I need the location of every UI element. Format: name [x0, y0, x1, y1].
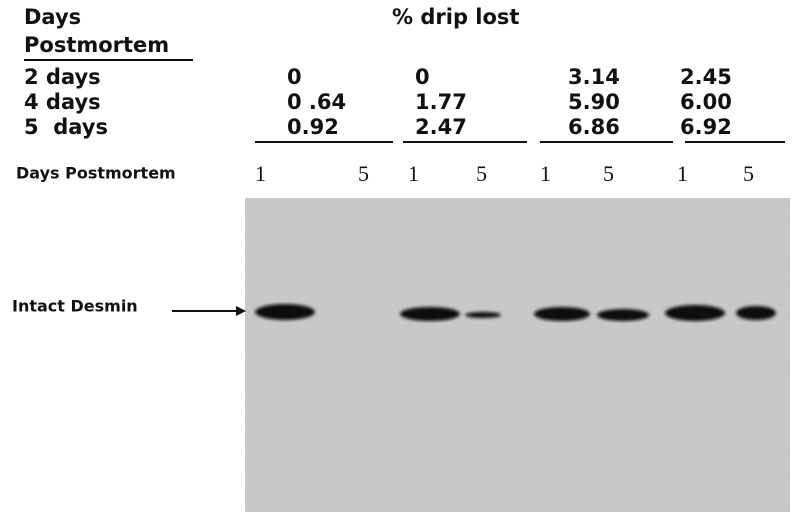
- row-label: 2 days: [24, 65, 101, 89]
- cell: 6.00: [680, 90, 732, 114]
- arrow-head: [236, 306, 246, 316]
- header-drip: % drip lost: [392, 5, 519, 29]
- cell: 5.90: [568, 90, 620, 114]
- lane-label: 1: [677, 161, 688, 186]
- blot-texture: [245, 198, 790, 512]
- cell: 0: [287, 65, 302, 89]
- lane-label: 5: [358, 161, 369, 186]
- table-rows: 2 days 0 0 3.14 2.45 4 days 0 .64 1.77 5.90 6.00 5…: [24, 65, 732, 139]
- cell: 3.14: [568, 65, 620, 89]
- lane-label: 1: [540, 161, 551, 186]
- lane-label: 5: [476, 161, 487, 186]
- row-label: 4 days: [24, 90, 101, 114]
- cell: 6.92: [680, 115, 732, 139]
- figure: Days Postmortem % drip lost 2 days 0 0 3.14…: [0, 0, 803, 512]
- band-label: Intact Desmin: [12, 297, 138, 316]
- cell: 6.86: [568, 115, 620, 139]
- lane-label: 1: [408, 161, 419, 186]
- header-days: Days: [24, 5, 81, 29]
- lane-labels: 1 5 1 5 1 5 1 5: [255, 161, 754, 186]
- lanes-label: Days Postmortem: [16, 164, 176, 183]
- lane-label: 5: [603, 161, 614, 186]
- cell: 1.77: [415, 90, 467, 114]
- lane-label: 5: [743, 161, 754, 186]
- cell: 0.92: [287, 115, 339, 139]
- cell: 0: [415, 65, 430, 89]
- cell: 2.47: [415, 115, 467, 139]
- cell: 2.45: [680, 65, 732, 89]
- cell: 0 .64: [287, 90, 346, 114]
- lane-label: 1: [255, 161, 266, 186]
- row-label: 5 days: [24, 115, 108, 139]
- header-postmortem: Postmortem: [24, 33, 169, 57]
